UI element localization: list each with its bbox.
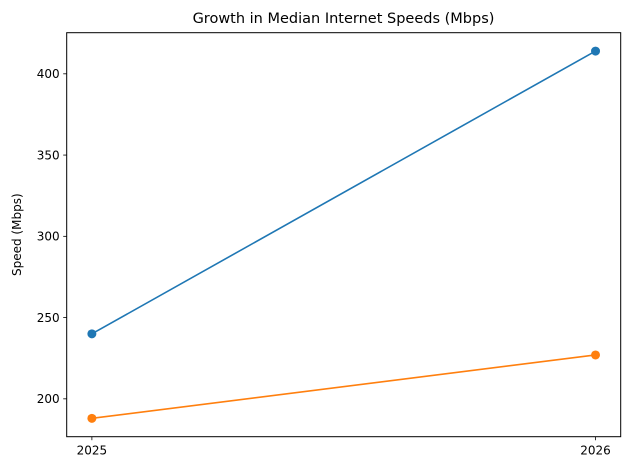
y-axis: 200 250 300 350 400 <box>37 67 67 406</box>
chart-title: Growth in Median Internet Speeds (Mbps) <box>193 11 495 27</box>
series-line <box>91 354 596 420</box>
x-tick-label: 2025 <box>77 444 108 458</box>
y-tick-label: 200 <box>37 392 60 406</box>
y-tick-label: 250 <box>37 311 60 325</box>
series-line <box>91 50 596 335</box>
y-tick-label: 350 <box>37 148 60 162</box>
x-axis: 2025 2026 <box>77 436 611 458</box>
data-point <box>87 413 97 423</box>
axes-frame <box>66 32 622 438</box>
series-1 <box>87 46 601 339</box>
data-point <box>591 350 601 360</box>
y-axis-label: Speed (Mbps) <box>10 193 24 276</box>
data-point <box>87 329 97 339</box>
plot-area <box>87 46 601 423</box>
x-tick-label: 2026 <box>580 444 611 458</box>
data-point <box>591 46 601 56</box>
y-tick-label: 300 <box>37 230 60 244</box>
y-tick-label: 400 <box>37 67 60 81</box>
series-2 <box>87 350 601 423</box>
